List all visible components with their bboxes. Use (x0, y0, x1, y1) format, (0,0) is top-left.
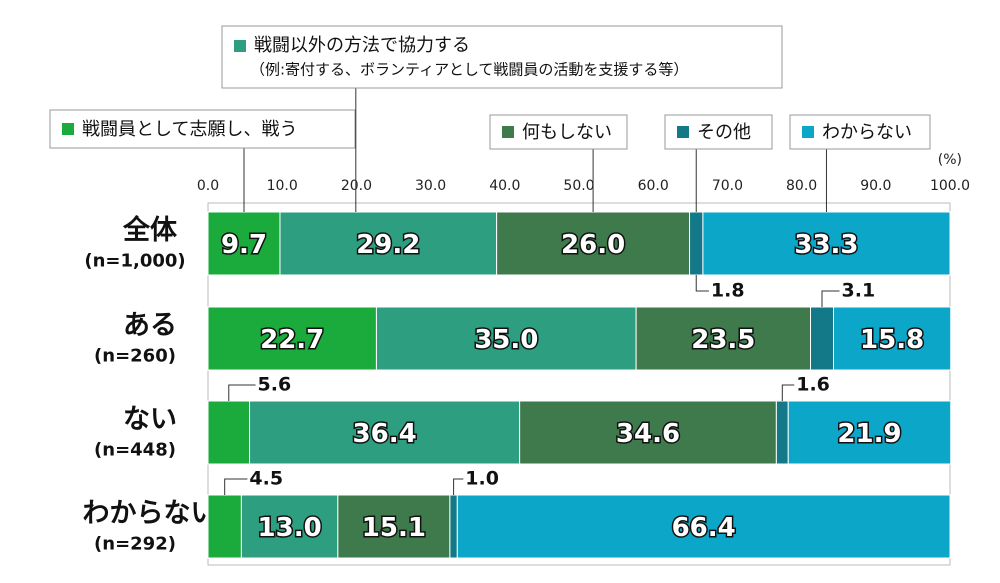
category-label: ある (123, 310, 177, 341)
sample-size: (n=260) (94, 346, 176, 367)
leader-line (228, 384, 256, 401)
x-tick-label: 60.0 (638, 178, 669, 194)
x-tick-label: 20.0 (341, 178, 372, 194)
legend-label: わからない (822, 122, 912, 143)
x-tick-label: 10.0 (267, 178, 298, 194)
value-label: 3.1 (842, 280, 876, 302)
legend-swatch (234, 40, 246, 52)
x-tick-label: 90.0 (860, 178, 891, 194)
legend-box (221, 25, 783, 89)
category-label: 全体 (122, 214, 178, 246)
bar-segment (702, 211, 951, 276)
bar-segment (635, 306, 812, 371)
bar-segment (810, 306, 835, 371)
bar-segment (207, 400, 251, 465)
leader-line (821, 290, 840, 307)
bar-segment (456, 494, 951, 559)
value-label: 4.5 (249, 468, 283, 490)
value-label: 15.8 (860, 325, 924, 355)
legend-label: 戦闘員として志願し、戦う (82, 119, 297, 140)
legend-box (49, 109, 356, 149)
x-tick-label: 0.0 (197, 178, 219, 194)
value-label: 1.0 (465, 468, 499, 490)
bar-segment (787, 400, 952, 465)
x-tick-label: 50.0 (563, 178, 594, 194)
bar-segment (833, 306, 952, 371)
value-label: 33.3 (794, 230, 858, 260)
legend-label: その他 (697, 122, 751, 143)
bar-segment (519, 400, 777, 465)
leader-line (453, 478, 464, 495)
legend-note: （例:寄付する、ボランティアとして戦闘員の活動を支援する等） (250, 61, 688, 79)
bar-segment (337, 494, 451, 559)
value-label: 26.0 (561, 230, 625, 260)
legend-swatch (62, 123, 74, 135)
bar-segment (689, 211, 704, 276)
bar-segment (279, 211, 498, 276)
bar-segment (449, 494, 458, 559)
sample-size: (n=1,000) (84, 251, 185, 272)
legend-swatch (502, 126, 514, 138)
legend-swatch (677, 126, 689, 138)
bar-segment (207, 306, 377, 371)
value-label: 66.4 (672, 513, 736, 543)
category-label: ない (123, 404, 177, 435)
value-label: 1.8 (711, 280, 745, 302)
value-label: 15.1 (362, 513, 426, 543)
value-label: 36.4 (353, 419, 417, 449)
x-tick-label: 80.0 (786, 178, 817, 194)
value-label: 1.6 (796, 374, 830, 396)
bar-segment (375, 306, 637, 371)
legend-label: 何もしない (522, 122, 612, 143)
value-label: 5.6 (258, 374, 292, 396)
sample-size: (n=292) (94, 534, 176, 555)
x-tick-label: 70.0 (712, 178, 743, 194)
x-tick-label: 30.0 (415, 178, 446, 194)
value-label: 29.2 (356, 230, 420, 260)
plot-frame (207, 202, 951, 566)
legend-swatch (802, 126, 814, 138)
bar-segment (240, 494, 339, 559)
x-tick-label: 40.0 (489, 178, 520, 194)
category-label: わからない (83, 498, 218, 529)
legend-label: 戦闘以外の方法で協力する (254, 35, 470, 56)
value-label: 34.6 (616, 419, 680, 449)
value-label: 9.7 (221, 230, 267, 260)
bar-segment (775, 400, 789, 465)
value-label: 35.0 (474, 325, 538, 355)
value-label: 21.9 (837, 419, 901, 449)
unit-label: (%) (938, 152, 962, 168)
leader-line (224, 478, 248, 495)
value-label: 22.7 (260, 325, 324, 355)
value-label: 23.5 (691, 325, 755, 355)
value-label: 13.0 (258, 513, 322, 543)
bar-segment (207, 211, 281, 276)
x-tick-label: 100.0 (930, 178, 970, 194)
leader-line (781, 384, 795, 401)
sample-size: (n=448) (94, 440, 176, 461)
bar-segment (207, 494, 242, 559)
leader-line (695, 275, 709, 292)
